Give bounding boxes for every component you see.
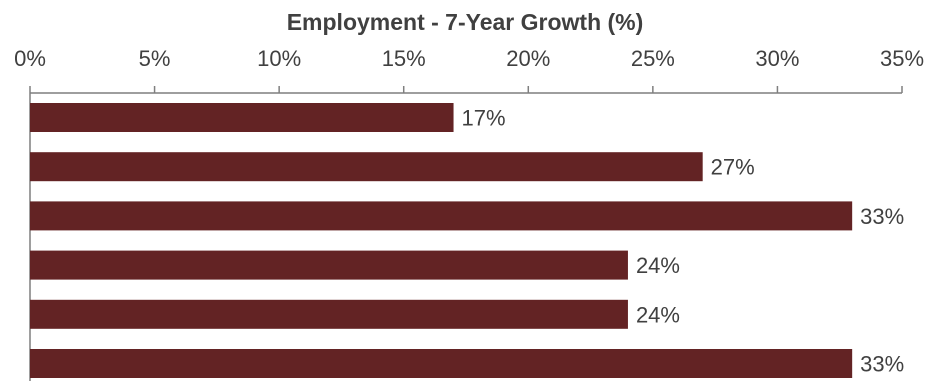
x-tick-label: 25% <box>631 46 675 71</box>
bar <box>30 349 853 378</box>
x-tick-label: 30% <box>755 46 799 71</box>
bar <box>30 250 628 280</box>
x-tick-label: 20% <box>506 46 550 71</box>
x-tick-label: 5% <box>139 46 171 71</box>
bar <box>30 201 853 231</box>
data-labels-group: 17% 27% 33% 24% 24% 33% <box>462 106 905 377</box>
data-label: 17% <box>462 106 506 131</box>
x-tick-label: 0% <box>14 46 46 71</box>
x-tick-label: 15% <box>382 46 426 71</box>
data-label: 24% <box>636 302 680 327</box>
bar <box>30 103 454 132</box>
chart-title: Employment - 7-Year Growth (%) <box>287 9 644 35</box>
bar <box>30 152 703 182</box>
x-tick-label: 35% <box>880 46 924 71</box>
x-tick-label: 10% <box>257 46 301 71</box>
data-label: 27% <box>711 155 755 180</box>
data-label: 33% <box>860 352 904 377</box>
data-label: 24% <box>636 253 680 278</box>
data-label: 33% <box>860 204 904 229</box>
bars-group <box>30 103 853 378</box>
x-axis: 0% 5% 10% 15% 20% 25% 30% 35% <box>14 46 924 381</box>
bar <box>30 299 628 329</box>
